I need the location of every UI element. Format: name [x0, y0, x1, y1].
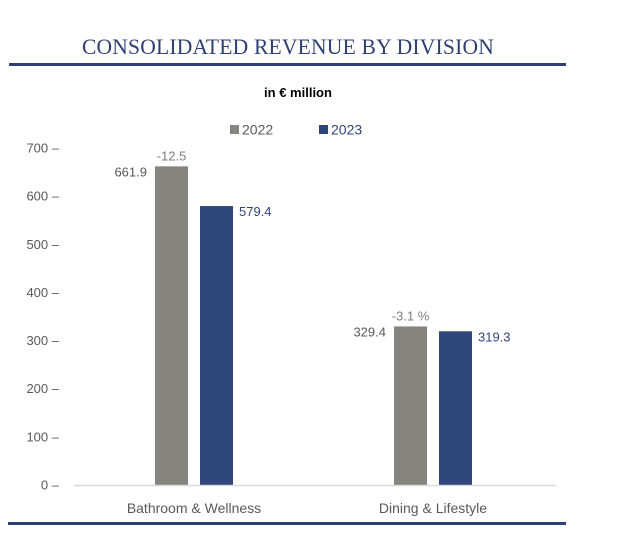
- y-tick-label: 600 –: [26, 189, 59, 204]
- chart-subtitle: in € million: [264, 85, 332, 100]
- bottom-divider: [8, 522, 566, 525]
- value-labels: 661.9 579.4 -12.5 329.4 319.3 -3.1 %: [114, 148, 510, 344]
- legend-label: 2023: [331, 122, 362, 138]
- title-divider: [9, 63, 566, 66]
- change-annotation: -3.1 %: [392, 308, 430, 323]
- bar-2022-bathroom-wellness: [155, 166, 188, 486]
- bar-2023-dining-lifestyle: [439, 331, 472, 485]
- value-label: 661.9: [114, 164, 147, 179]
- y-tick-label: 200 –: [26, 381, 59, 396]
- value-label: 319.3: [478, 329, 511, 344]
- legend-label: 2022: [242, 122, 273, 138]
- x-axis: Bathroom & Wellness Dining & Lifestyle: [127, 500, 487, 516]
- legend-swatch-2023: [319, 125, 328, 134]
- y-tick-label: 300 –: [26, 333, 59, 348]
- page-title: CONSOLIDATED REVENUE BY DIVISION: [81, 34, 495, 59]
- y-tick-label: 0 –: [41, 478, 60, 493]
- x-category-label: Bathroom & Wellness: [127, 500, 261, 516]
- x-category-label: Dining & Lifestyle: [379, 500, 487, 516]
- value-label: 579.4: [239, 204, 272, 219]
- y-tick-label: 400 –: [26, 285, 59, 300]
- legend-swatch-2022: [230, 125, 239, 134]
- y-tick-label: 500 –: [26, 237, 59, 252]
- y-axis: 0 – 100 – 200 – 300 – 400 – 500 – 600 – 700 –: [26, 141, 59, 493]
- bar-2022-dining-lifestyle: [394, 326, 427, 485]
- bars: [155, 166, 472, 486]
- legend: 2022 2023: [230, 122, 362, 138]
- value-label: 329.4: [353, 324, 386, 339]
- change-annotation: -12.5: [157, 148, 187, 163]
- y-tick-label: 100 –: [26, 429, 59, 444]
- bar-2023-bathroom-wellness: [200, 206, 233, 485]
- y-tick-label: 700 –: [26, 141, 59, 156]
